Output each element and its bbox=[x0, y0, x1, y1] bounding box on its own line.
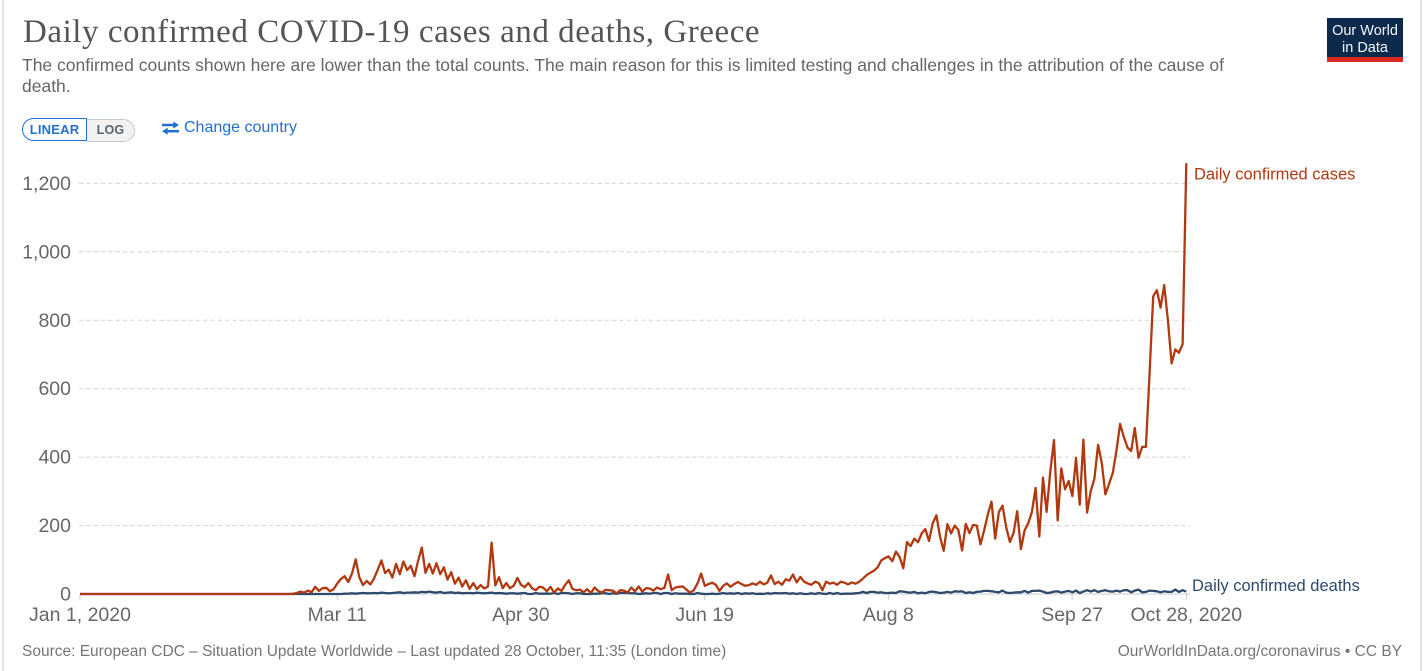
svg-text:200: 200 bbox=[38, 515, 71, 537]
svg-text:Oct 28, 2020: Oct 28, 2020 bbox=[1130, 604, 1242, 626]
svg-text:Jan 1, 2020: Jan 1, 2020 bbox=[29, 604, 131, 626]
svg-text:1,000: 1,000 bbox=[22, 241, 71, 263]
svg-text:800: 800 bbox=[38, 310, 71, 332]
svg-text:600: 600 bbox=[38, 378, 71, 400]
svg-text:400: 400 bbox=[38, 447, 71, 469]
svg-text:Daily confirmed deaths: Daily confirmed deaths bbox=[1192, 577, 1360, 595]
svg-text:1,200: 1,200 bbox=[22, 173, 71, 195]
svg-text:Mar 11: Mar 11 bbox=[308, 604, 367, 626]
svg-text:Aug 8: Aug 8 bbox=[863, 604, 914, 626]
svg-text:Jun 19: Jun 19 bbox=[675, 604, 734, 626]
svg-text:0: 0 bbox=[60, 584, 71, 606]
svg-text:Daily confirmed cases: Daily confirmed cases bbox=[1194, 166, 1355, 184]
svg-text:Sep 27: Sep 27 bbox=[1041, 604, 1103, 626]
svg-text:Apr 30: Apr 30 bbox=[492, 604, 550, 626]
